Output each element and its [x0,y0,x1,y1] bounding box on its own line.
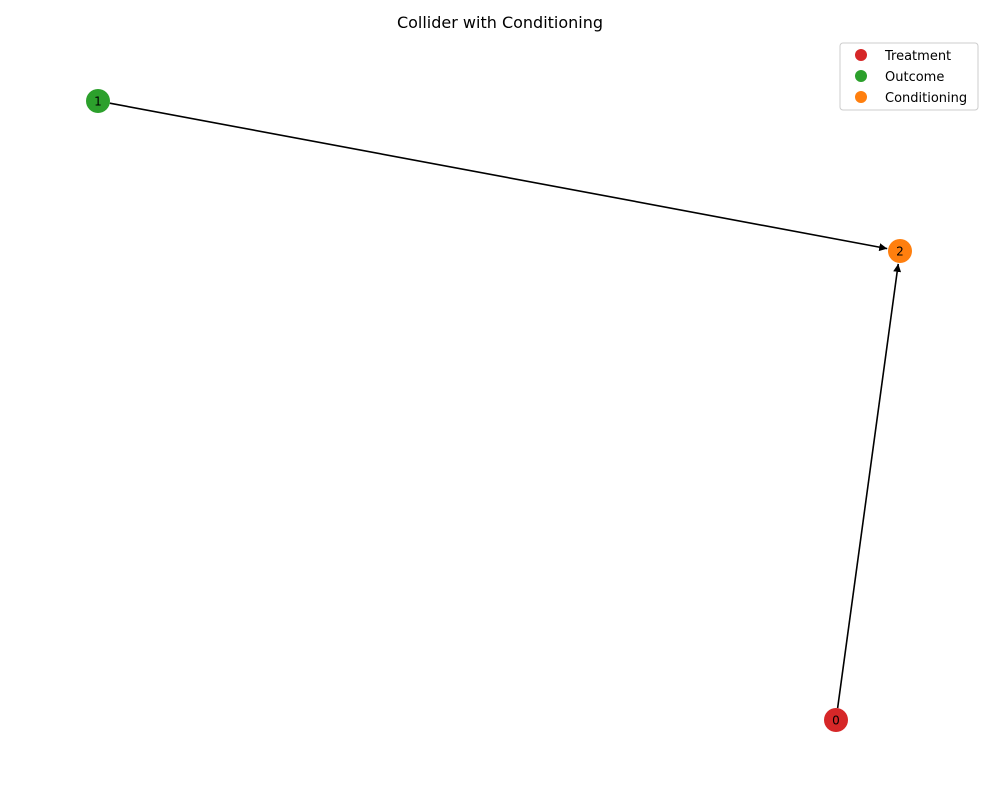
node-2-label: 2 [896,245,904,259]
node-2: 2 [888,239,912,263]
edge-0-to-2 [836,263,902,709]
legend-item-conditioning: Conditioning [855,91,967,106]
diagram-title: Collider with Conditioning [397,13,603,32]
legend-label-treatment: Treatment [884,49,951,64]
node-1-label: 1 [94,95,102,109]
legend-marker-outcome [855,70,867,82]
legend-label-outcome: Outcome [885,70,944,85]
nodes-layer: 1 2 0 [86,89,912,732]
edges-layer [109,102,902,709]
legend-label-conditioning: Conditioning [885,91,967,106]
node-0-circle [824,708,848,732]
edge-1-to-2 [109,102,888,252]
node-2-circle [888,239,912,263]
node-0-label: 0 [832,714,840,728]
legend-item-treatment: Treatment [855,49,951,64]
legend-item-outcome: Outcome [855,70,944,85]
legend-marker-conditioning [855,91,867,103]
legend: Treatment Outcome Conditioning [839,42,979,111]
node-1: 1 [86,89,110,113]
legend-box [839,42,979,111]
legend-marker-treatment [855,49,867,61]
node-0: 0 [824,708,848,732]
node-1-circle [86,89,110,113]
